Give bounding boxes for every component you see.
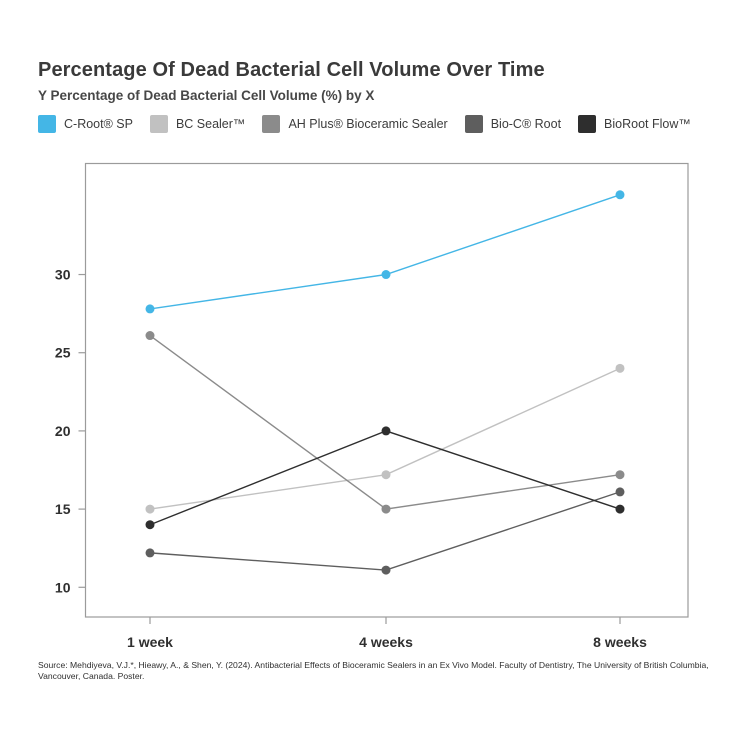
legend-swatch-icon [38, 115, 56, 133]
data-point [381, 426, 391, 436]
data-point [381, 470, 391, 480]
legend-swatch-icon [578, 115, 597, 133]
data-point [145, 548, 155, 558]
series-line [149, 194, 621, 310]
y-axis-tick-label: 30 [55, 267, 71, 283]
series-line [149, 334, 621, 510]
data-point [145, 520, 155, 530]
data-point [381, 270, 391, 280]
data-point [145, 504, 155, 514]
data-point [381, 504, 391, 514]
chart-subtitle: Y Percentage of Dead Bacterial Cell Volu… [38, 88, 375, 103]
legend-swatch-icon [464, 115, 483, 133]
x-axis-tick-label: 8 weeks [593, 634, 647, 650]
data-point [145, 304, 155, 314]
x-axis-tick-label: 1 week [127, 634, 173, 650]
data-point [615, 487, 625, 497]
data-point [145, 331, 155, 341]
legend-swatch-icon [149, 115, 168, 133]
legend-label: BioRoot Flow™ [604, 117, 691, 131]
legend-label: BC Sealer™ [175, 117, 246, 131]
series-line [149, 367, 621, 510]
plot-border [84, 162, 689, 618]
legend-item: BC Sealer™ [149, 115, 246, 133]
legend-item: C-Root® SP [38, 115, 133, 133]
data-point [381, 565, 391, 575]
legend: C-Root® SP BC Sealer™ AH Plus® Bioceramic … [38, 115, 691, 133]
chart-title: Percentage Of Dead Bacterial Cell Volume… [38, 59, 545, 81]
x-axis-tick-label: 4 weeks [359, 634, 413, 650]
legend-item: BioRoot Flow™ [578, 115, 691, 133]
legend-label: AH Plus® Bioceramic Sealer [288, 117, 448, 131]
data-point [615, 190, 625, 200]
legend-item: AH Plus® Bioceramic Sealer [262, 115, 448, 133]
legend-swatch-icon [262, 115, 281, 133]
series-line [149, 491, 621, 571]
y-axis-tick-label: 15 [55, 501, 71, 517]
y-axis-tick-label: 10 [55, 579, 71, 595]
legend-item: Bio-C® Root [464, 115, 562, 133]
source-citation: Source: Mehdiyeva, V.J.*, Hieawy, A., & … [38, 660, 709, 681]
legend-label: C-Root® SP [64, 117, 133, 131]
data-point [615, 504, 625, 514]
data-point [615, 470, 625, 480]
y-axis-tick-label: 25 [55, 345, 71, 361]
data-point [615, 363, 625, 373]
y-axis-tick-label: 20 [55, 423, 71, 439]
legend-label: Bio-C® Root [490, 117, 562, 131]
